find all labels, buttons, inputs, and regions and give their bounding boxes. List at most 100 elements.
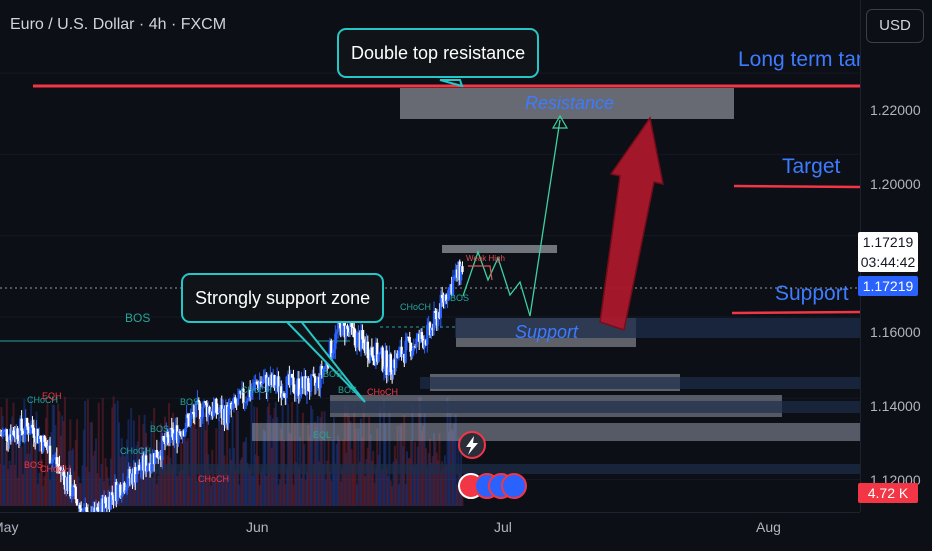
demand-zone-6 [252, 423, 860, 441]
smc-structure-label: CHoCH [40, 464, 71, 474]
candle-body [79, 505, 81, 509]
candle-body [283, 393, 285, 396]
support-zone-label: Support [515, 322, 578, 343]
candle-body [346, 326, 348, 329]
candle-body [173, 433, 175, 440]
candle-body [383, 369, 385, 371]
candle-body [386, 350, 388, 375]
smc-structure-label: BOS [180, 397, 199, 407]
target-line[interactable] [734, 186, 860, 187]
candle-body [192, 412, 194, 414]
candle-body [72, 486, 74, 496]
candle-body [23, 434, 25, 435]
smc-structure-label: BOS [150, 424, 169, 434]
candle-body [275, 385, 277, 388]
candle-body [237, 398, 239, 405]
last-price-tag: 1.17219 [858, 276, 918, 296]
candle-body [202, 407, 204, 417]
resistance-zone-label: Resistance [525, 93, 614, 114]
weak-high-label: Weak High [466, 254, 505, 263]
smc-structure-label: BOS [450, 293, 469, 303]
smc-structure-label: BOS [323, 369, 342, 379]
candle-body [146, 466, 148, 472]
candle-body [126, 484, 128, 490]
candle-body [298, 378, 300, 396]
callout-support-zone[interactable]: Strongly support zone [181, 273, 384, 323]
candle-body [398, 351, 400, 358]
smc-structure-label: CHoCH [367, 387, 398, 397]
target-label: Target [782, 155, 840, 179]
candle-body [379, 353, 381, 355]
candle-body [138, 465, 140, 471]
candle-body [43, 436, 45, 442]
candle-body [75, 487, 77, 500]
candle-body [433, 311, 435, 330]
candle-body [171, 428, 173, 430]
candle-body [162, 436, 164, 441]
candle-body [212, 406, 214, 416]
date-tick-jun: Jun [246, 519, 269, 535]
candle-body [125, 490, 127, 492]
smc-structure-label: CHoCH [241, 385, 272, 395]
candle-body [299, 395, 301, 396]
candle-body [177, 431, 179, 443]
support-line[interactable] [732, 312, 860, 313]
candle-body [426, 325, 428, 345]
candle-body [73, 486, 75, 487]
demand-zone-7 [150, 464, 860, 474]
candle-body [381, 348, 383, 371]
candle-body [377, 354, 379, 362]
candle-body [218, 412, 220, 414]
candle-body [441, 295, 443, 298]
support-level-label: Support [775, 282, 849, 306]
candle-body [12, 431, 14, 435]
candle-body [421, 332, 423, 339]
candle-body [453, 277, 455, 280]
candle-body [104, 497, 106, 504]
candle-body [315, 383, 317, 386]
candle-body [411, 351, 413, 357]
candle-body [49, 446, 51, 464]
candle-body [307, 378, 309, 391]
candle-body [187, 414, 189, 418]
candle-body [372, 355, 374, 360]
bid-price-tag: 1.17219 03:44:42 [858, 232, 918, 272]
volume-tag: 4.72 K [858, 483, 918, 503]
candle-body [199, 403, 201, 418]
price-tick: 1.16000 [870, 324, 921, 340]
candle-body [333, 349, 335, 353]
smc-structure-label: BOS [125, 311, 150, 325]
callout-double-top[interactable]: Double top resistance [337, 28, 539, 78]
candle-body [363, 339, 365, 343]
candle-body [139, 470, 141, 471]
candle-body [334, 334, 336, 350]
candle-body [310, 375, 312, 392]
candle-body [31, 425, 33, 428]
candle-body [285, 377, 287, 398]
candle-body [440, 295, 442, 318]
candle-body [409, 337, 411, 343]
event-badge-eu-3[interactable] [502, 474, 526, 498]
candle-body [434, 311, 436, 313]
bullish-arrow [600, 118, 663, 330]
currency-selector-button[interactable]: USD [866, 9, 924, 43]
candle-body [446, 300, 448, 301]
candle-body [20, 419, 22, 431]
candle-body [204, 401, 206, 403]
smc-structure-label: BOS [338, 385, 357, 395]
candle-body [246, 401, 248, 402]
price-tick: 1.20000 [870, 176, 921, 192]
candle-body [461, 266, 463, 272]
time-axis[interactable] [0, 512, 860, 551]
candle-body [189, 415, 191, 426]
countdown-value: 03:44:42 [858, 252, 918, 272]
date-tick-jul: Jul [494, 519, 512, 535]
symbol-title[interactable]: Euro / U.S. Dollar · 4h · FXCM [10, 16, 226, 34]
candle-body [387, 375, 389, 376]
candle-body [371, 348, 373, 356]
candle-body [245, 402, 247, 403]
price-tick: 1.22000 [870, 102, 921, 118]
candle-body [361, 330, 363, 339]
price-tick: 1.14000 [870, 398, 921, 414]
